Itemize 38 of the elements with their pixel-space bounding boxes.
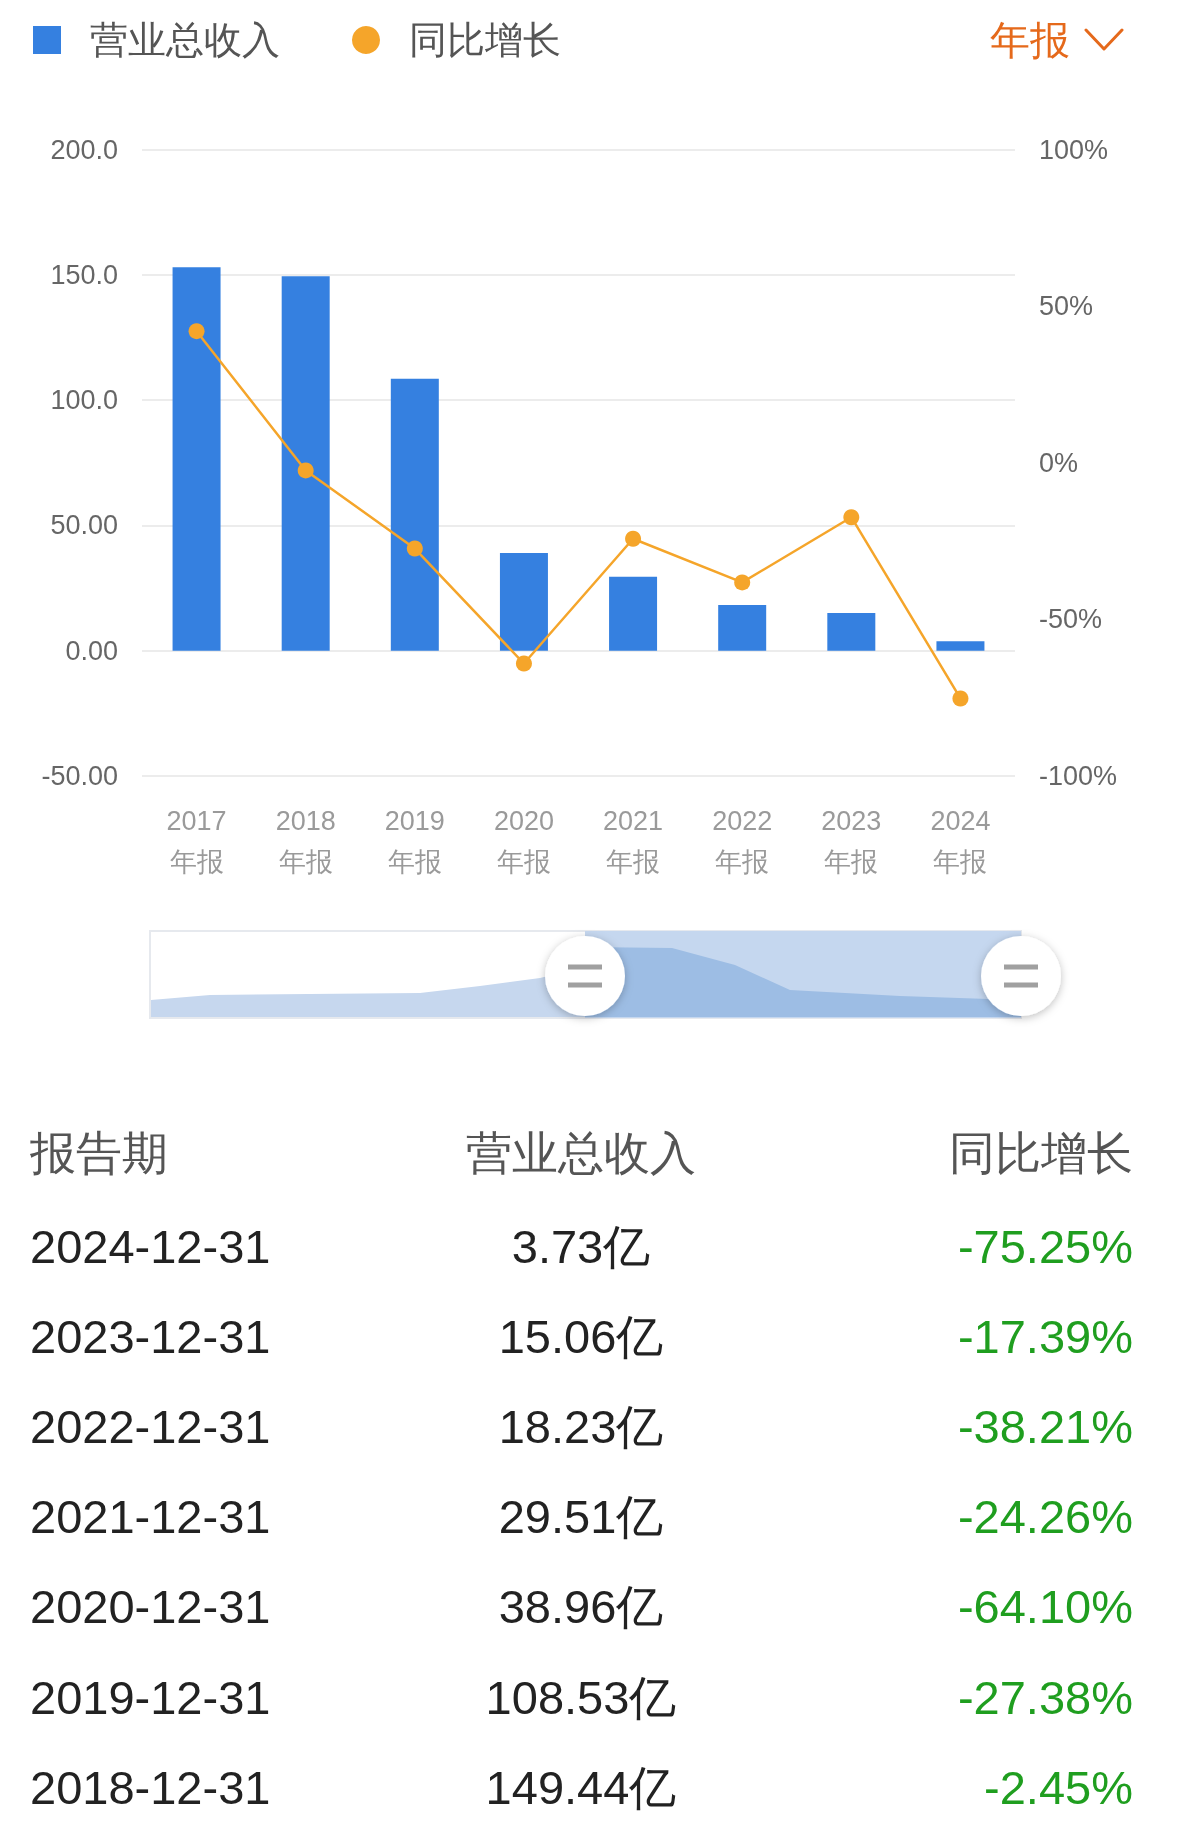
x-tick-label: 2024 年报	[930, 805, 991, 877]
x-tick-label: 2021 年报	[603, 805, 664, 877]
category-label: 2019-12-31	[30, 1669, 271, 1726]
category-label: 2018-12-31	[30, 1759, 271, 1816]
category-label: 2021-12-31	[30, 1489, 271, 1546]
y2-tick-label: 100%	[1039, 134, 1109, 165]
data-label: -24.26%	[957, 1489, 1133, 1546]
y-tick-label: 200.0	[50, 134, 118, 165]
category-label: 2022-12-31	[30, 1399, 271, 1456]
data-label: -2.45%	[984, 1759, 1133, 1816]
text: 年报	[990, 17, 1070, 64]
data-label: -64.10%	[957, 1579, 1133, 1636]
y2-tick-label: -100%	[1039, 761, 1118, 791]
x-tick-label: 2019 年报	[384, 805, 445, 877]
category-label: 2024-12-31	[30, 1219, 271, 1275]
y-tick-label: 100.0	[50, 385, 118, 416]
data-label: -38.21%	[957, 1399, 1133, 1456]
category-label: 2020-12-31	[30, 1579, 271, 1636]
x-tick-label: 2022 年报	[712, 805, 773, 877]
x-tick-label: 2023 年报	[821, 805, 882, 877]
y-tick-label: 0.00	[65, 635, 118, 666]
data-label: -27.38%	[957, 1669, 1133, 1726]
y-tick-label: 150.0	[50, 259, 118, 290]
y2-tick-label: 0%	[1039, 447, 1079, 478]
y2-tick-label: 50%	[1039, 291, 1094, 322]
legend-label: 同比增长	[409, 19, 561, 61]
y2-tick-label: -50%	[1039, 604, 1103, 635]
x-tick-label: 2018 年报	[275, 805, 336, 877]
text: 同比增长	[949, 1126, 1133, 1181]
legend-label: 营业总收入	[90, 19, 280, 61]
y-tick-label: -50.00	[41, 761, 118, 791]
data-label: -17.39%	[957, 1309, 1133, 1366]
x-tick-label: 2020 年报	[493, 805, 554, 877]
data-label: -75.25%	[957, 1219, 1133, 1275]
category-label: 2023-12-31	[30, 1309, 271, 1366]
text: 报告期	[30, 1126, 168, 1181]
x-tick-label: 2017 年报	[166, 805, 227, 877]
y-tick-label: 50.00	[50, 510, 118, 541]
